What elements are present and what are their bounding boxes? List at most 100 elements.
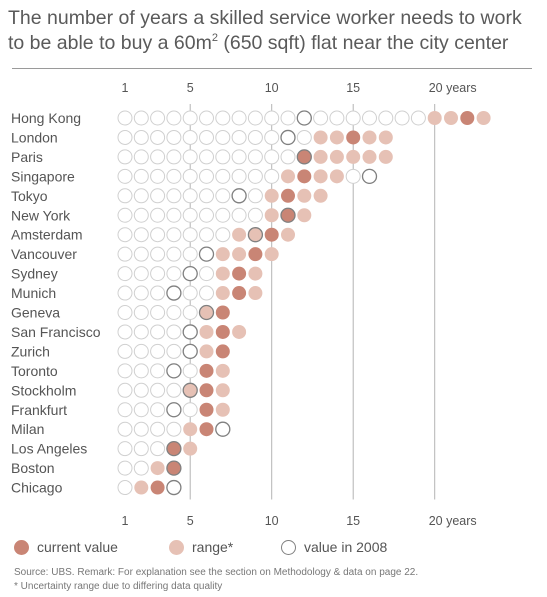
city-label: Vancouver — [11, 246, 77, 262]
legend-item-range: range* — [169, 536, 233, 558]
value-2008-marker — [280, 129, 296, 146]
city-label: Milan — [11, 421, 44, 437]
range-dot — [264, 188, 279, 203]
empty-dot — [166, 227, 182, 243]
empty-dot — [231, 110, 247, 126]
city-label: Singapore — [11, 168, 75, 184]
value-2008-marker — [231, 188, 247, 204]
range-dot — [329, 130, 344, 145]
value-2008-marker — [215, 421, 231, 437]
empty-dot — [150, 266, 166, 282]
empty-dot — [117, 149, 133, 165]
title-line-2-post: (650 sqft) flat near the city center — [217, 32, 509, 54]
empty-dot — [231, 129, 247, 145]
city-row: Singapore — [11, 168, 378, 184]
title-divider — [12, 68, 532, 69]
empty-dot — [166, 382, 182, 398]
empty-dot — [182, 110, 198, 126]
empty-dot — [133, 168, 149, 184]
empty-dot — [199, 207, 214, 223]
legend-current-label: current value — [37, 539, 118, 555]
empty-dot — [280, 149, 296, 165]
empty-dot — [133, 402, 149, 418]
empty-dot — [150, 246, 166, 262]
value-2008-marker — [198, 304, 215, 321]
empty-dot — [166, 343, 182, 359]
top-tick-label-20: 20 years — [429, 81, 477, 95]
range-dot — [199, 305, 214, 320]
range-dot — [313, 188, 328, 203]
current-value-dot — [297, 149, 312, 164]
empty-dot — [378, 110, 394, 126]
empty-dot — [133, 266, 149, 282]
empty-dot — [133, 421, 149, 437]
empty-dot — [199, 110, 214, 126]
empty-dot — [182, 129, 198, 145]
current-value-dot — [264, 227, 279, 242]
empty-dot — [150, 188, 166, 204]
empty-dot — [133, 305, 149, 320]
range-dot — [281, 227, 295, 242]
value-2008-marker — [166, 479, 182, 496]
top-tick-label-10: 10 — [265, 81, 279, 95]
current-value-dot — [248, 247, 263, 262]
value-2008-marker — [182, 343, 198, 360]
empty-dot — [133, 129, 149, 145]
range-dot — [215, 383, 230, 398]
range-dot — [427, 111, 442, 125]
empty-dot — [117, 441, 133, 457]
empty-dot — [329, 110, 345, 126]
city-row: Hong Kong — [11, 110, 491, 126]
range-dot — [329, 149, 344, 164]
bottom-tick-label-5: 5 — [187, 514, 194, 528]
value-2008-marker — [182, 265, 198, 282]
range-dot — [378, 149, 393, 164]
empty-dot — [117, 227, 133, 243]
range-dot — [313, 169, 328, 184]
current-value-dot — [232, 286, 247, 301]
empty-dot — [264, 149, 280, 165]
range-dot — [232, 247, 247, 262]
range-dot — [362, 130, 377, 145]
chart-title: The number of years a skilled service wo… — [8, 6, 543, 56]
city-rows: Hong Kong London Paris Singapore Tokyo New Yo… — [11, 110, 491, 496]
range-dot — [297, 188, 312, 203]
city-row: Vancouver — [11, 246, 279, 262]
legend-item-current: current value — [14, 536, 118, 558]
empty-dot — [133, 149, 149, 165]
bottom-tick-label-1: 1 — [122, 514, 129, 528]
empty-dot — [345, 168, 361, 184]
empty-dot — [215, 149, 231, 165]
value-2008-marker — [296, 110, 312, 126]
empty-dot — [247, 188, 263, 204]
title-line-1: The number of years a skilled service wo… — [8, 7, 522, 29]
city-label: Hong Kong — [11, 110, 81, 126]
city-label: London — [11, 129, 58, 145]
current-value-dot — [215, 305, 230, 320]
empty-dot — [166, 305, 182, 320]
current-value-dot — [460, 111, 475, 125]
empty-dot — [166, 188, 182, 204]
footnotes: Source: UBS. Remark: For explanation see… — [14, 566, 418, 594]
range-dot — [264, 208, 279, 223]
empty-dot — [199, 129, 214, 145]
empty-dot — [231, 149, 247, 165]
value-2008-marker — [166, 285, 182, 301]
city-row: San Francisco — [11, 324, 247, 340]
uncertainty-note: * Uncertainty range due to differing dat… — [14, 581, 223, 592]
empty-dot — [182, 207, 198, 223]
city-row: Paris — [11, 149, 393, 165]
range-dot — [199, 324, 214, 339]
city-row: Zurich — [11, 343, 230, 359]
empty-dot — [247, 149, 263, 165]
city-label: Sydney — [11, 266, 58, 282]
empty-dot — [117, 421, 133, 437]
city-label: Chicago — [11, 480, 63, 496]
city-label: Boston — [11, 460, 55, 476]
range-dot — [313, 130, 328, 145]
empty-dot — [199, 168, 214, 184]
empty-dot — [410, 110, 426, 126]
empty-dot — [117, 110, 133, 126]
value-2008-marker — [182, 382, 198, 398]
city-row: Frankfurt — [11, 402, 230, 418]
